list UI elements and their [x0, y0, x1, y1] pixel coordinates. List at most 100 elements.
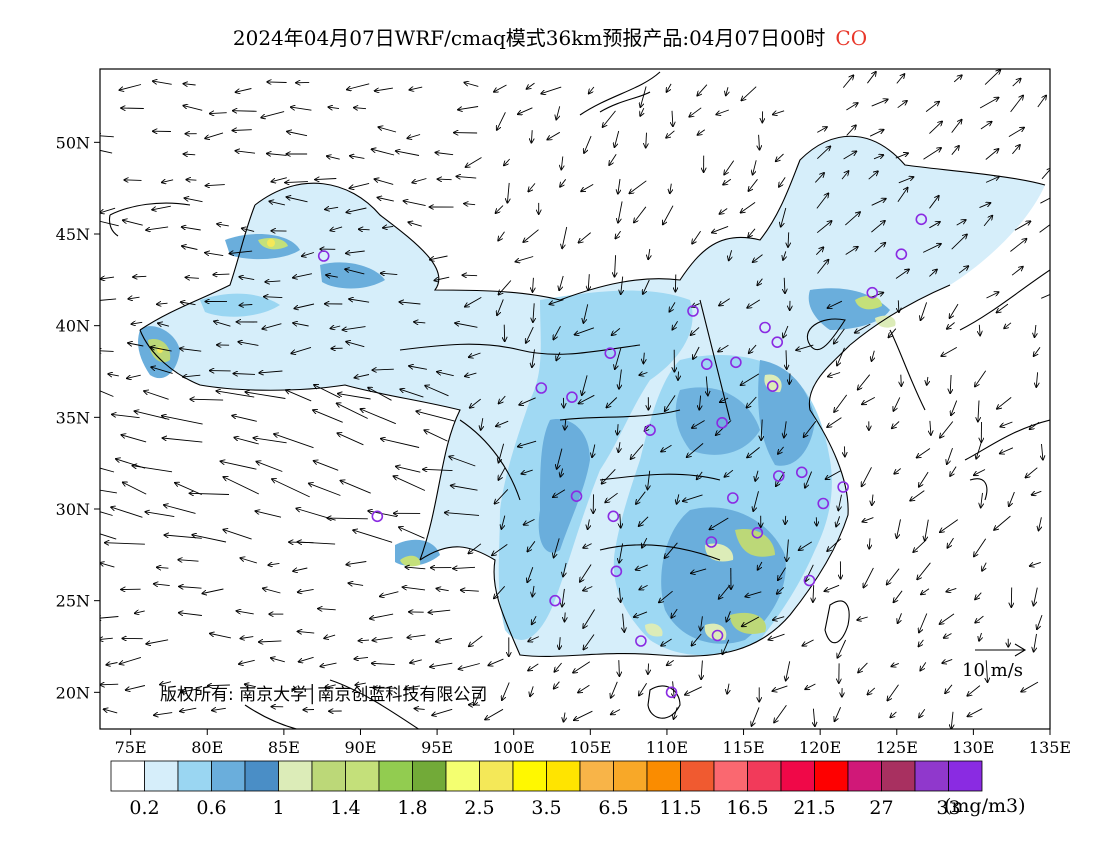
- wind-vector: [256, 462, 283, 472]
- wind-vector: [121, 435, 147, 443]
- station-marker: [570, 490, 583, 502]
- wind-vector: [412, 178, 427, 183]
- station-marker: [607, 510, 620, 523]
- wind-vector: [434, 276, 450, 280]
- wind-vector: [917, 562, 931, 580]
- wind-vector: [499, 280, 512, 295]
- wind-vector: [223, 530, 252, 540]
- wind-vector: [495, 489, 509, 503]
- station-marker: [730, 356, 742, 369]
- wind-vector: [920, 662, 927, 670]
- legend-label: 2.5: [464, 797, 494, 819]
- lon-tick-label: 115E: [722, 738, 764, 757]
- wind-vector: [1032, 491, 1042, 495]
- wind-vector: [578, 684, 590, 692]
- wind-vector: [805, 471, 813, 488]
- wind-vector: [769, 633, 785, 640]
- wind-vector: [583, 634, 595, 650]
- wind-vector: [233, 111, 257, 112]
- wind-vector: [1026, 467, 1038, 478]
- wind-vector: [469, 352, 481, 357]
- wind-vector: [639, 373, 648, 376]
- wind-vector: [214, 321, 231, 327]
- latitude-axis: 50N 45N 40N 35N 30N 25N 20N: [56, 133, 100, 702]
- wind-vector: [581, 184, 594, 191]
- wind-vector: [951, 120, 962, 133]
- wind-vector: [693, 346, 700, 359]
- wind-vector: [151, 367, 173, 374]
- legend-label: 33: [936, 797, 960, 819]
- wind-vector: [994, 515, 1011, 530]
- wind-vector: [816, 146, 830, 160]
- wind-vector: [494, 84, 507, 92]
- wind-vector: [287, 132, 308, 137]
- wind-vector: [259, 641, 282, 642]
- wind-vector: [175, 483, 202, 496]
- wind-vector: [858, 374, 871, 390]
- wind-vector: [372, 149, 395, 156]
- wind-vector: [330, 226, 343, 231]
- legend-label: 6.5: [598, 797, 628, 819]
- wind-vector: [1034, 587, 1038, 606]
- wind-vector: [648, 663, 649, 675]
- wind-vector: [929, 121, 942, 134]
- wind-vector: [898, 300, 899, 312]
- wind-vector: [720, 208, 728, 214]
- wind-vector: [453, 567, 476, 568]
- wind-vector: [895, 153, 908, 159]
- wind-vector: [1039, 224, 1050, 233]
- wind-vector: [895, 269, 909, 279]
- wind-vector: [720, 397, 729, 402]
- station-marker: [895, 248, 908, 260]
- wind-vector: [893, 397, 901, 411]
- wind-vector: [553, 325, 561, 339]
- wind-vector: [583, 304, 589, 323]
- wind-vector: [748, 179, 758, 191]
- wind-vector: [951, 234, 967, 250]
- wind-vector: [974, 538, 987, 557]
- wind-vector: [320, 662, 337, 666]
- wind-vector: [929, 222, 940, 229]
- wind-vector: [325, 207, 339, 209]
- legend-swatch: [780, 760, 815, 792]
- legend-label: 21.5: [793, 797, 835, 819]
- wind-vector: [786, 661, 791, 680]
- wind-vector: [951, 146, 959, 155]
- wind-vector: [742, 616, 760, 626]
- wind-vector: [719, 584, 731, 599]
- wind-vector: [983, 216, 992, 227]
- wind-vector: [997, 303, 1009, 312]
- wind-vector: [573, 661, 591, 673]
- wind-vector: [158, 323, 170, 326]
- wind-vector: [942, 658, 953, 663]
- station-marker: [771, 336, 784, 348]
- wind-vector: [753, 254, 763, 263]
- wind-vector: [239, 659, 255, 664]
- legend-label: 27: [869, 797, 893, 819]
- wind-vector: [778, 567, 786, 581]
- wind-vector: [579, 232, 591, 243]
- wind-vector: [976, 441, 983, 459]
- lat-tick-label: 50N: [56, 133, 90, 152]
- wind-vector: [425, 386, 449, 397]
- wind-vector: [917, 448, 931, 458]
- species-label: CO: [835, 26, 868, 50]
- wind-vector: [892, 421, 900, 429]
- wind-vector: [498, 467, 506, 480]
- wind-vector: [240, 637, 254, 639]
- wind-vector: [967, 685, 981, 696]
- wind-vector: [837, 639, 847, 658]
- legend-swatch: [881, 760, 916, 792]
- wind-vector: [919, 708, 926, 717]
- lon-tick-label: 85E: [268, 738, 300, 757]
- wind-vector: [375, 88, 393, 91]
- wind-vector: [240, 558, 258, 564]
- wind-vector: [526, 326, 534, 343]
- title-text: 2024年04月07日WRF/cmaq模式36km预报产品:04月07日00时: [232, 26, 826, 50]
- wind-vector: [615, 348, 622, 369]
- wind-vector: [100, 533, 117, 540]
- wind-vector: [747, 396, 757, 408]
- wind-vector: [498, 231, 505, 241]
- legend-label: 1.8: [397, 797, 427, 819]
- wind-vector: [465, 297, 482, 306]
